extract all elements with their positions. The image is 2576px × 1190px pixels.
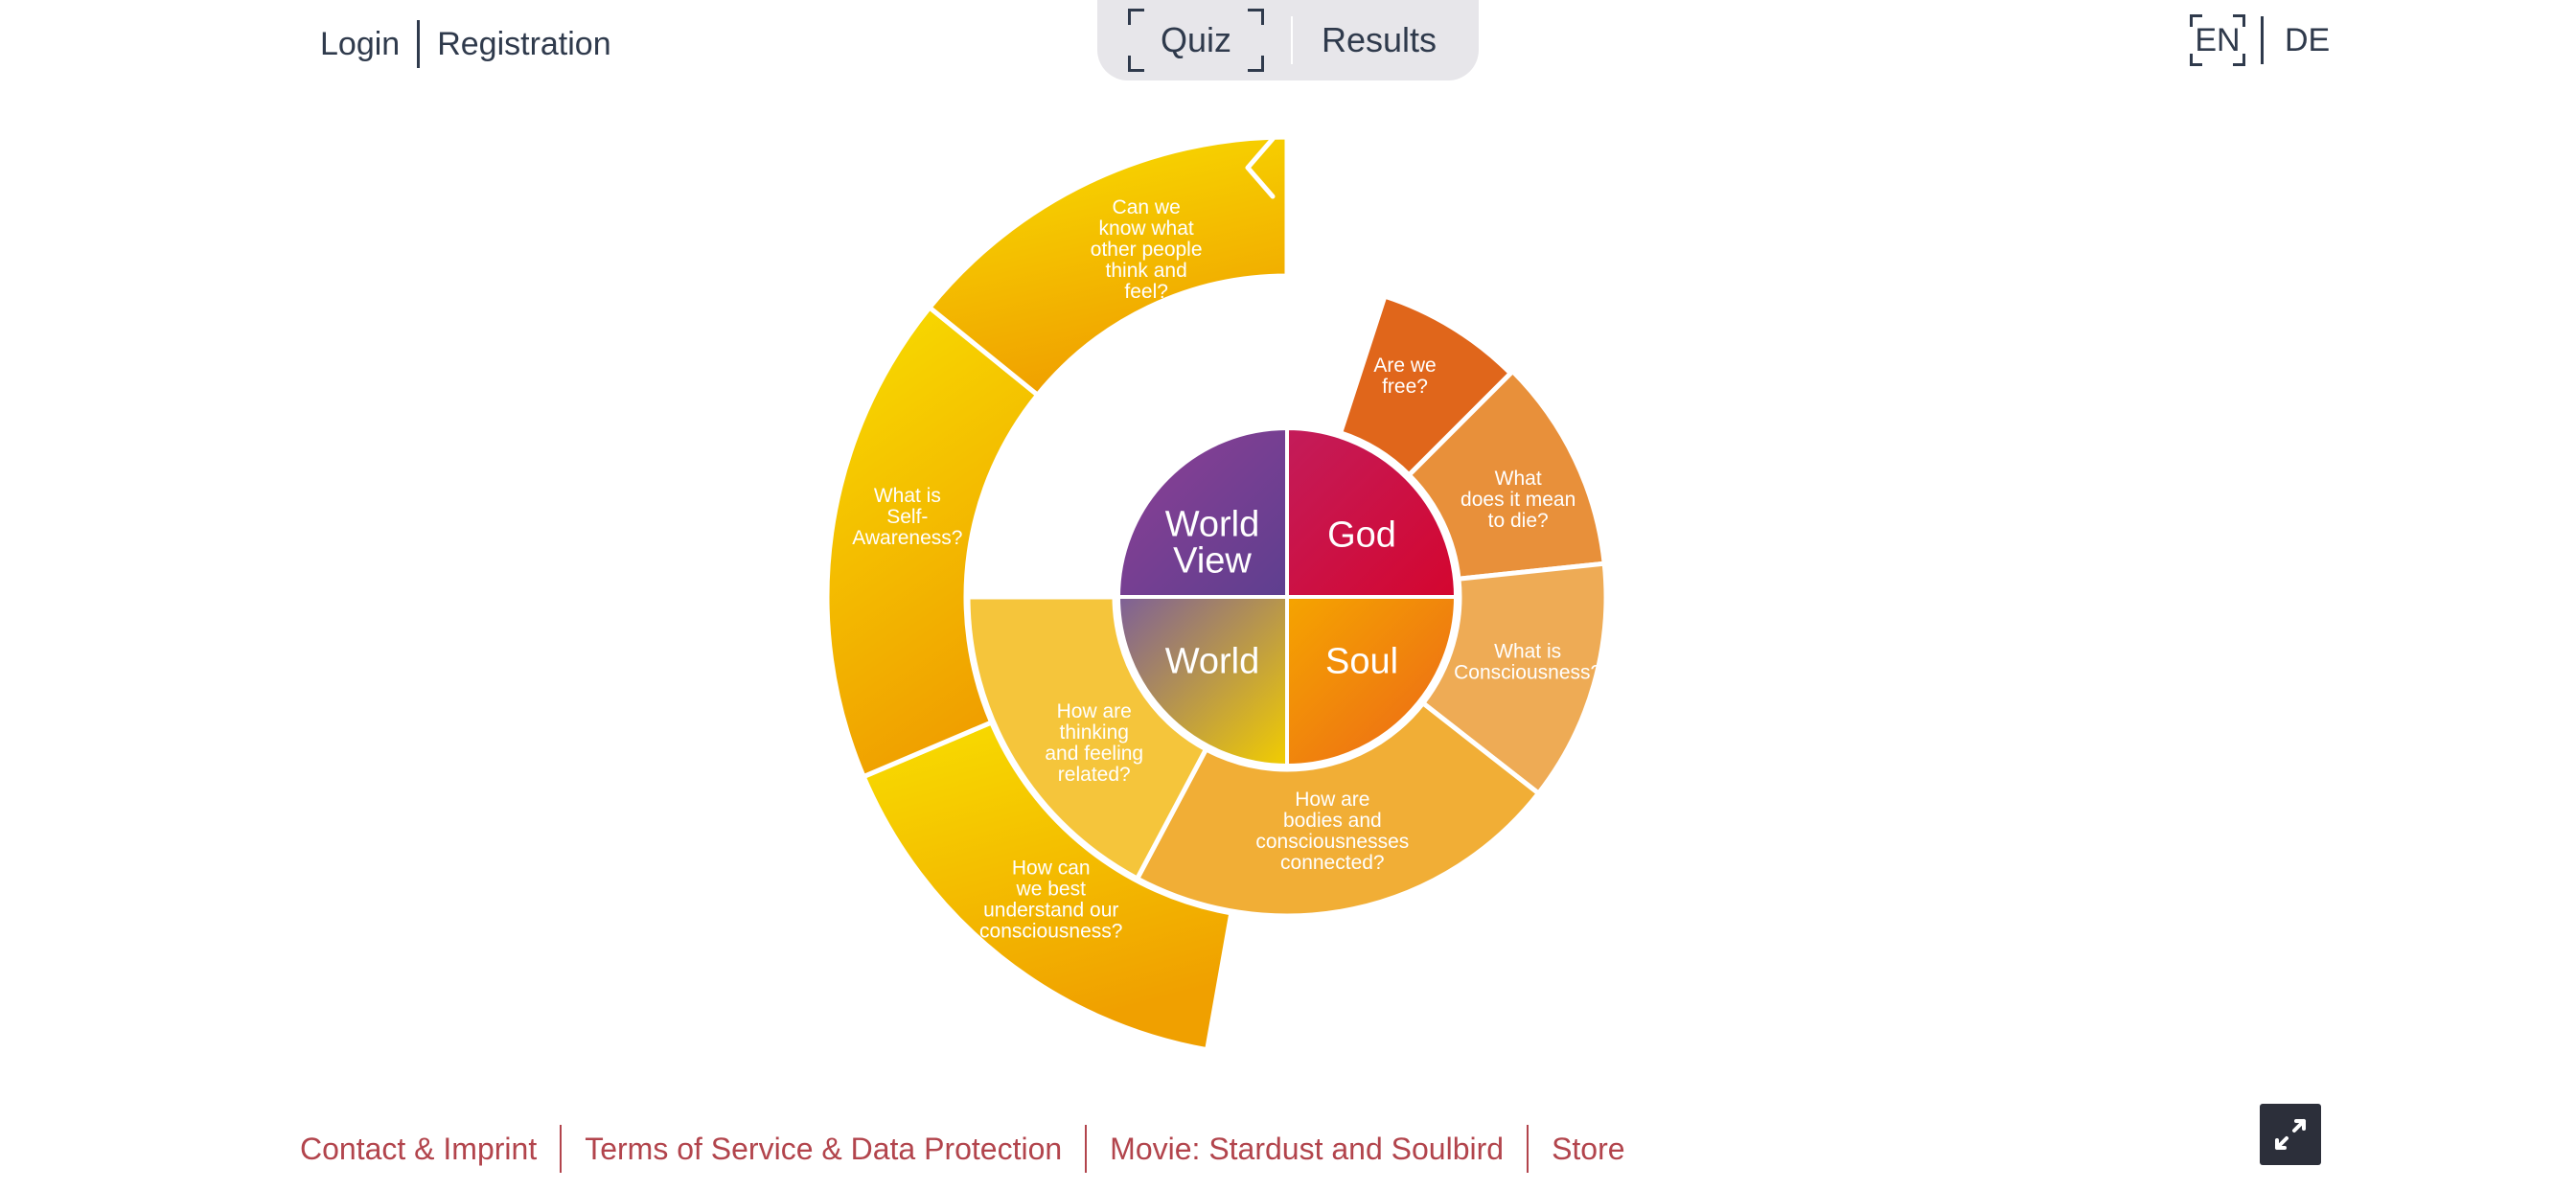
question-label-others: Can we know what other people think and feel… — [1091, 196, 1203, 303]
tab-results[interactable]: Results — [1312, 9, 1446, 72]
active-bracket — [1248, 56, 1264, 72]
active-bracket — [1128, 56, 1144, 72]
language-en-label: EN — [2195, 22, 2241, 58]
login-link[interactable]: Login — [320, 25, 401, 62]
question-label-thinking: How are thinking and feeling related? — [1045, 700, 1143, 786]
language-en[interactable]: EN — [2190, 14, 2245, 66]
tab-quiz[interactable]: Quiz — [1128, 9, 1264, 72]
chevron-left-icon[interactable] — [1245, 136, 1276, 199]
language-divider — [2261, 16, 2264, 64]
tab-results-label: Results — [1321, 20, 1438, 59]
language-de-label: DE — [2285, 22, 2331, 58]
question-segment-others[interactable] — [926, 134, 1290, 399]
terms-link[interactable]: Terms of Service & Data Protection — [585, 1131, 1063, 1166]
question-segments — [965, 293, 1609, 919]
footer-divider — [1085, 1125, 1088, 1173]
question-segment-thinking[interactable] — [965, 594, 1209, 882]
outer-segments — [824, 134, 1290, 1053]
store-link[interactable]: Store — [1552, 1131, 1625, 1166]
topic-quadrants — [1116, 425, 1459, 768]
auth-nav: Login Registration — [320, 19, 611, 69]
active-bracket — [2190, 14, 2202, 27]
tab-quiz-label: Quiz — [1160, 20, 1232, 59]
quadrant-label-world: World — [1165, 641, 1260, 681]
mode-tabs: Quiz Results — [1097, 0, 1479, 80]
footer-divider — [560, 1125, 563, 1173]
tab-divider — [1291, 16, 1293, 64]
question-label-best: How can we best understand our consciousnes… — [979, 858, 1122, 943]
question-label-self: What is Self-Awareness? — [852, 485, 962, 549]
active-bracket — [2190, 54, 2202, 66]
expand-icon — [2275, 1119, 2306, 1150]
language-de[interactable]: DE — [2285, 14, 2331, 66]
segment-labels: Are we free? What does it mean to die? What i… — [852, 196, 1601, 943]
active-bracket — [2233, 14, 2245, 27]
fullscreen-button[interactable] — [2260, 1104, 2321, 1165]
active-bracket — [1128, 9, 1144, 25]
footer-divider — [1527, 1125, 1530, 1173]
quadrant-label-world_view: World View — [1165, 504, 1260, 581]
contact-imprint-link[interactable]: Contact & Imprint — [300, 1131, 538, 1166]
quadrant-world[interactable] — [1116, 595, 1289, 768]
language-switch: EN DE — [2190, 13, 2331, 67]
quadrant-world_view[interactable] — [1116, 425, 1289, 599]
registration-link[interactable]: Registration — [437, 25, 611, 62]
auth-divider — [417, 20, 421, 68]
quadrant-god[interactable] — [1285, 425, 1459, 599]
movie-link[interactable]: Movie: Stardust and Soulbird — [1110, 1131, 1505, 1166]
active-bracket — [1248, 9, 1264, 25]
question-label-free: Are we free? — [1373, 355, 1436, 398]
footer-nav: Contact & Imprint Terms of Service & Dat… — [300, 1123, 1625, 1175]
question-label-die: What does it mean to die? — [1460, 468, 1576, 532]
quadrant-label-soul: Soul — [1325, 641, 1398, 681]
active-bracket — [2233, 54, 2245, 66]
quadrant-soul[interactable] — [1285, 595, 1459, 768]
question-label-consciousness: What is Consciousness? — [1454, 641, 1601, 684]
quadrant-label-god: God — [1327, 515, 1396, 555]
question-segment-bodies[interactable] — [1134, 699, 1542, 919]
question-label-bodies: How are bodies and consciousnesses connecte… — [1255, 789, 1409, 874]
